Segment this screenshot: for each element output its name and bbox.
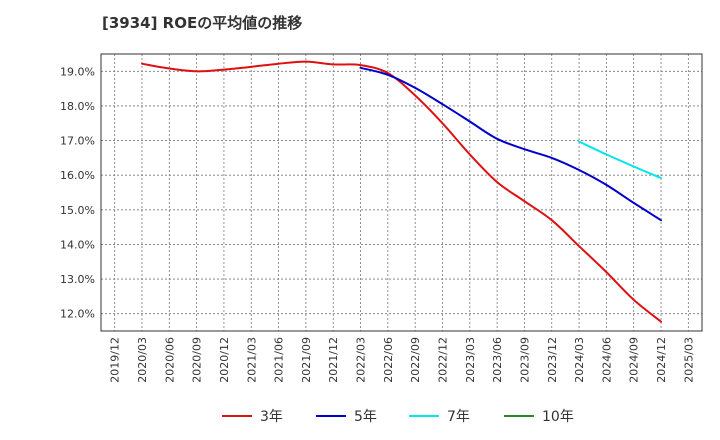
x-tick-label: 2020/06 <box>163 337 176 383</box>
x-tick-label: 2025/03 <box>682 337 695 383</box>
x-tick-label: 2020/12 <box>218 337 231 383</box>
x-tick-label: 2021/12 <box>327 337 340 383</box>
legend: 3年 5年 7年 10年 <box>0 404 720 428</box>
x-tick-label: 2023/09 <box>518 337 531 383</box>
y-axis-ticks: 12.0% 13.0% 14.0% 15.0% 16.0% 17.0% 18.0% 19.0% <box>60 65 95 320</box>
x-tick-label: 2023/03 <box>464 337 477 383</box>
legend-label: 3年 <box>260 409 283 425</box>
series-layer <box>141 60 662 323</box>
legend-swatch <box>409 415 439 417</box>
x-tick-label: 2022/12 <box>436 337 449 383</box>
x-tick-label: 2019/12 <box>109 337 122 383</box>
y-tick-label: 12.0% <box>60 308 95 321</box>
y-tick-label: 14.0% <box>60 238 95 251</box>
y-tick-label: 19.0% <box>60 65 95 78</box>
y-tick-label: 15.0% <box>60 204 95 217</box>
x-tick-label: 2022/03 <box>355 337 368 383</box>
x-tick-label: 2022/06 <box>382 337 395 383</box>
x-axis-ticks: 2019/12 2020/03 2020/06 2020/09 2020/12 2021/… <box>109 337 696 383</box>
x-tick-label: 2023/12 <box>546 337 559 383</box>
x-tick-label: 2024/12 <box>655 337 668 383</box>
y-tick-label: 17.0% <box>60 135 95 148</box>
x-tick-label: 2021/03 <box>245 337 258 383</box>
legend-item-0: 3年 <box>222 404 283 428</box>
x-tick-label: 2021/06 <box>273 337 286 383</box>
x-tick-label: 2020/09 <box>191 337 204 383</box>
y-tick-label: 18.0% <box>60 100 95 113</box>
x-tick-label: 2024/06 <box>600 337 613 383</box>
legend-swatch <box>316 415 346 417</box>
legend-item-2: 7年 <box>409 404 470 428</box>
x-tick-label: 2024/03 <box>573 337 586 383</box>
legend-item-1: 5年 <box>316 404 377 428</box>
series-line-1 <box>359 66 662 222</box>
legend-label: 7年 <box>447 409 470 425</box>
x-tick-label: 2021/09 <box>300 337 313 383</box>
legend-swatch <box>504 415 534 417</box>
x-tick-label: 2022/09 <box>409 337 422 383</box>
x-tick-label: 2024/09 <box>628 337 641 383</box>
y-tick-label: 16.0% <box>60 169 95 182</box>
x-tick-label: 2023/06 <box>491 337 504 383</box>
x-tick-label: 2020/03 <box>136 337 149 383</box>
plot-frame <box>100 53 703 332</box>
y-tick-label: 13.0% <box>60 273 95 286</box>
legend-label: 5年 <box>354 409 377 425</box>
legend-item-3: 10年 <box>504 404 574 428</box>
legend-label: 10年 <box>542 409 574 425</box>
grid-layer <box>101 54 702 331</box>
chart-title: [3934] ROEの平均値の推移 <box>102 14 303 32</box>
series-line-0 <box>141 60 662 323</box>
legend-swatch <box>222 415 252 417</box>
series-line-2 <box>578 140 662 179</box>
